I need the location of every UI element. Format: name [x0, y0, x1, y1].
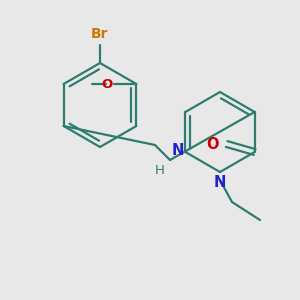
Text: O: O: [206, 136, 219, 152]
Text: H: H: [155, 164, 165, 177]
Text: O: O: [101, 77, 112, 91]
Text: Br: Br: [91, 27, 109, 41]
Text: N: N: [214, 175, 226, 190]
Text: N: N: [172, 143, 184, 158]
